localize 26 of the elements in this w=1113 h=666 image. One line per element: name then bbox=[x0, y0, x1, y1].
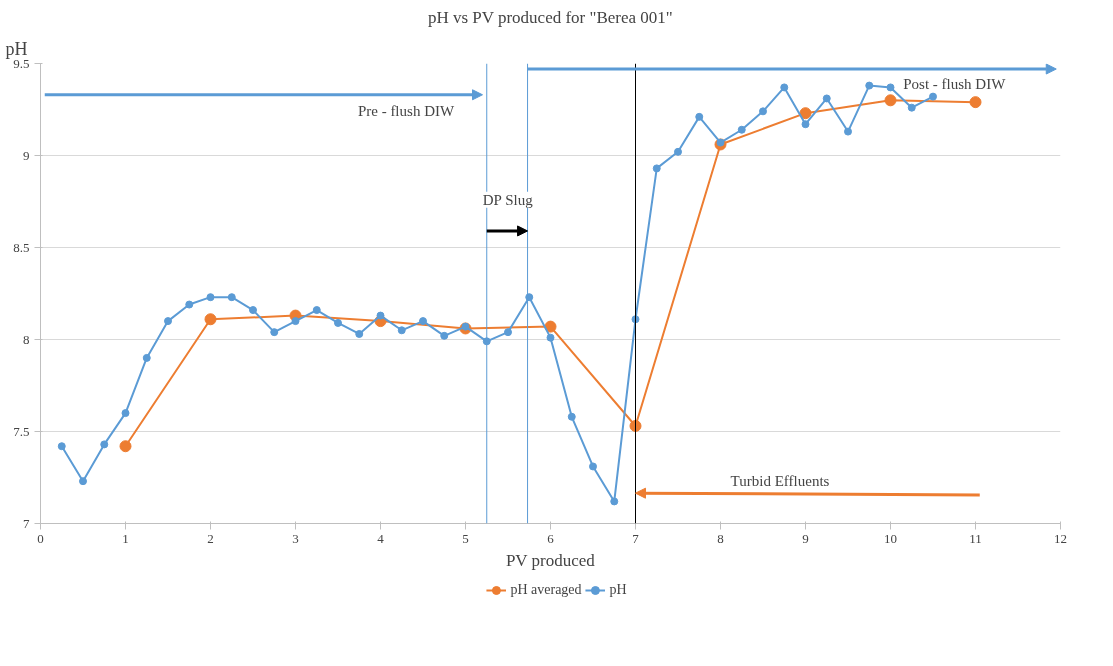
x-tick-label: 10 bbox=[884, 530, 897, 546]
annotation: Turbid Effluents bbox=[730, 473, 830, 490]
chart-title: pH vs PV produced for "Berea 001" bbox=[427, 7, 673, 27]
x-tick-label: 8 bbox=[717, 530, 724, 546]
x-tick-label: 9 bbox=[802, 530, 809, 546]
annotation: Pre - flush DIW bbox=[357, 103, 455, 120]
y-tick-label: 8 bbox=[23, 331, 30, 347]
x-tick-label: 6 bbox=[547, 530, 555, 546]
x-axis-title: PV produced bbox=[505, 550, 596, 570]
y-tick-label: 7.5 bbox=[13, 423, 30, 439]
x-tick-label: 4 bbox=[377, 530, 385, 546]
x-tick-label: 7 bbox=[632, 530, 640, 546]
x-tick-label: 12 bbox=[1054, 530, 1067, 546]
x-tick-label: 3 bbox=[292, 530, 299, 546]
x-tick-label: 0 bbox=[37, 530, 44, 546]
x-tick-label: 11 bbox=[969, 530, 982, 546]
legend-label: pH bbox=[609, 582, 628, 598]
y-tick-label: 7 bbox=[23, 515, 30, 531]
x-tick-label: 5 bbox=[462, 530, 469, 546]
annotation: Post - flush DIW bbox=[903, 75, 1007, 92]
y-tick-label: 8.5 bbox=[13, 239, 30, 255]
legend-label: pH averaged bbox=[510, 582, 582, 598]
x-tick-label: 1 bbox=[122, 530, 129, 546]
y-tick-label: 9 bbox=[23, 147, 30, 163]
annotation: DP Slug bbox=[482, 191, 534, 208]
x-tick-label: 2 bbox=[207, 530, 214, 546]
